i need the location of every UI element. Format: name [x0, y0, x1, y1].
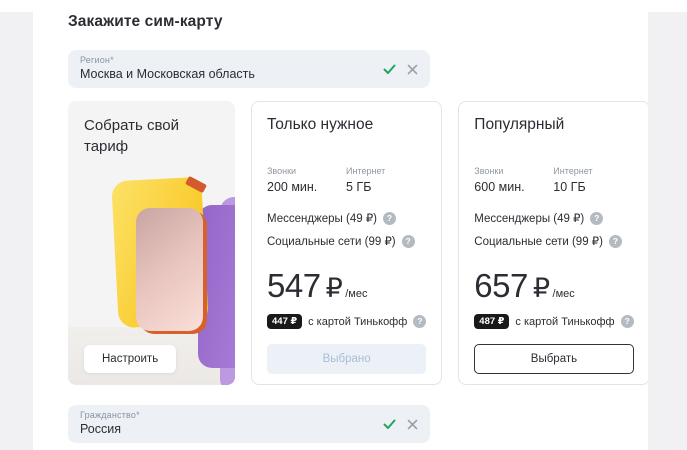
region-field-value: Москва и Московская область	[80, 67, 255, 81]
region-field[interactable]: Регион* Москва и Московская область	[68, 50, 430, 88]
region-field-label: Регион*	[80, 55, 114, 65]
tariff-cards-row: Собрать свой тариф Настроить Только нужн…	[68, 101, 648, 385]
calls-label: Звонки	[267, 166, 297, 176]
citizenship-field-label: Гражданство*	[80, 410, 140, 420]
calls-value: 600 мин.	[474, 180, 525, 194]
valid-check-icon	[383, 64, 396, 74]
sim-card-pink	[136, 208, 203, 331]
currency-sign: ₽	[325, 273, 343, 303]
help-icon[interactable]	[382, 211, 396, 225]
internet-value: 5 ГБ	[346, 180, 372, 194]
internet-value: 10 ГБ	[553, 180, 586, 194]
price-period: /мес	[552, 288, 575, 300]
option-messengers: Мессенджеры (49 ₽)	[267, 213, 377, 225]
option-messengers: Мессенджеры (49 ₽)	[474, 213, 585, 225]
citizenship-field-value: Россия	[80, 422, 121, 436]
tariff-card-popular: Популярный Звонки 600 мин. Интернет 10 Г…	[458, 101, 648, 385]
tariff-title: Популярный	[474, 116, 565, 133]
currency-sign: ₽	[532, 273, 550, 303]
tariff-selected-button[interactable]: Выбрано	[267, 344, 427, 374]
option-social: Социальные сети (99 ₽)	[267, 236, 396, 248]
monthly-price: 547	[267, 267, 321, 304]
citizenship-field[interactable]: Гражданство* Россия	[68, 405, 430, 443]
tariff-card-only-needed: Только нужное Звонки 200 мин. Интернет 5…	[251, 101, 443, 385]
price-period: /мес	[345, 288, 368, 300]
help-icon[interactable]	[413, 315, 427, 328]
build-your-tariff-card: Собрать свой тариф Настроить	[68, 101, 235, 385]
internet-label: Интернет	[553, 166, 593, 176]
valid-check-icon	[383, 419, 396, 429]
card-price-badge: 487 ₽	[474, 314, 510, 329]
clear-field-icon[interactable]	[407, 64, 418, 75]
help-icon[interactable]	[401, 234, 415, 248]
clear-field-icon[interactable]	[407, 419, 418, 430]
card-price-badge: 447 ₽	[267, 314, 303, 329]
card-price-note: с картой Тинькофф	[515, 315, 615, 328]
monthly-price: 657	[474, 267, 528, 304]
content-panel: Закажите сим-карту Регион* Москва и Моск…	[33, 0, 648, 450]
help-icon[interactable]	[620, 315, 634, 328]
calls-value: 200 мин.	[267, 180, 318, 194]
tariff-title: Только нужное	[267, 116, 374, 133]
calls-label: Звонки	[474, 166, 504, 176]
option-social: Социальные сети (99 ₽)	[474, 236, 603, 248]
help-icon[interactable]	[590, 211, 604, 225]
tariff-select-button[interactable]: Выбрать	[474, 344, 634, 374]
card-price-note: с картой Тинькофф	[308, 315, 408, 328]
internet-label: Интернет	[346, 166, 386, 176]
help-icon[interactable]	[608, 234, 622, 248]
build-your-tariff-title: Собрать свой тариф	[84, 117, 179, 155]
configure-tariff-button[interactable]: Настроить	[84, 345, 177, 373]
page-title: Закажите сим-карту	[68, 13, 223, 30]
